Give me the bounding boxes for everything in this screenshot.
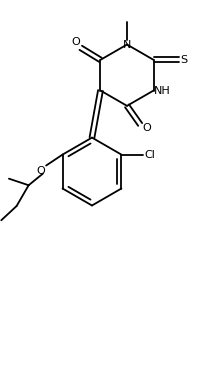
Text: N: N — [123, 39, 131, 50]
Text: S: S — [180, 55, 187, 65]
Text: O: O — [36, 166, 45, 176]
Text: Cl: Cl — [144, 150, 155, 160]
Text: O: O — [142, 123, 151, 133]
Text: NH: NH — [154, 85, 170, 96]
Text: O: O — [71, 37, 80, 47]
